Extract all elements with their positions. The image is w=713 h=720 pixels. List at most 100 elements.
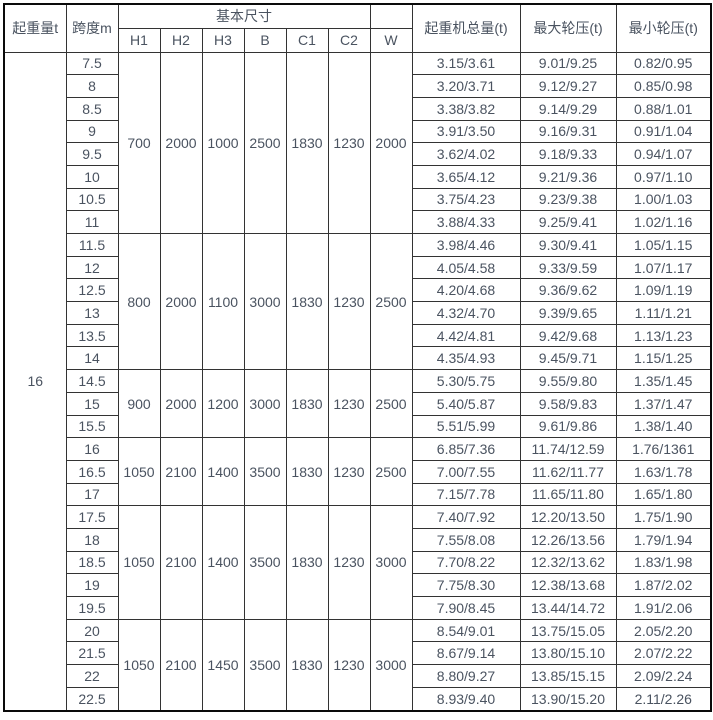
table-row: 13 4.32/4.70 9.39/9.65 1.11/1.21 (4, 301, 712, 325)
max-wheel-cell: 9.12/9.27 (519, 74, 617, 98)
table-row: 16 1050 2100 1400 3500 1830 1230 2500 6.85/7.36 1… (4, 437, 712, 507)
header-basic-dims: 基本尺寸 (117, 3, 371, 29)
table-row: 19 7.75/8.30 12.38/13.68 1.87/2.02 (4, 573, 712, 597)
dim-cell-h1: 900 (117, 369, 161, 439)
total-weight-cell: 3.20/3.71 (411, 74, 521, 98)
max-wheel-cell: 13.44/14.72 (519, 596, 617, 620)
dim-cell-w: 2000 (369, 51, 413, 234)
dim-cell-h2: 2000 (159, 51, 203, 234)
min-wheel-cell: 1.15/1.25 (615, 346, 712, 371)
max-wheel-cell: 13.90/15.20 (519, 686, 617, 712)
total-weight-cell: 4.20/4.68 (411, 278, 521, 303)
dim-cell-h1: 1050 (117, 505, 161, 620)
dim-cell-h2: 2100 (159, 505, 203, 620)
table-row: 12 4.05/4.58 9.33/9.59 1.07/1.17 (4, 255, 712, 280)
total-weight-cell: 4.32/4.70 (411, 301, 521, 325)
total-weight-cell: 7.70/8.22 (411, 550, 521, 575)
dim-cell-c2: 1230 (327, 618, 371, 712)
max-wheel-cell: 11.65/11.80 (519, 482, 617, 507)
min-wheel-cell: 0.97/1.10 (615, 164, 712, 189)
dim-cell-c2: 1230 (327, 51, 371, 234)
table-body: 16 7.5 700 2000 1000 2500 1830 1230 2000 3.15/3.6… (3, 51, 712, 712)
header-dim-w: W (369, 27, 413, 53)
dim-cell-h3: 1400 (201, 437, 245, 507)
header-span: 跨度m (65, 3, 119, 53)
max-wheel-cell: 9.01/9.25 (519, 51, 617, 76)
span-cell: 22.5 (65, 686, 119, 712)
span-cell: 16.5 (65, 459, 119, 484)
min-wheel-cell: 1.65/1.80 (615, 482, 712, 507)
span-cell: 18.5 (65, 550, 119, 575)
span-cell: 15.5 (65, 414, 119, 439)
header-capacity: 起重量t (3, 3, 67, 53)
dim-cell-w: 2500 (369, 369, 413, 439)
span-cell: 21.5 (65, 641, 119, 666)
dim-cell-b: 3000 (243, 369, 287, 439)
dim-cell-c1: 1830 (285, 51, 329, 234)
table-row: 9 3.91/3.50 9.16/9.31 0.91/1.04 (4, 119, 712, 144)
total-weight-cell: 7.15/7.78 (411, 482, 521, 507)
span-cell: 7.5 (65, 51, 119, 76)
min-wheel-cell: 1.11/1.21 (615, 301, 712, 325)
max-wheel-cell: 9.33/9.59 (519, 255, 617, 280)
min-wheel-cell: 1.75/1.90 (615, 505, 712, 529)
dim-cell-h2: 2100 (159, 618, 203, 712)
min-wheel-cell: 0.85/0.98 (615, 74, 712, 98)
capacity-cell: 16 (3, 51, 67, 712)
min-wheel-cell: 1.91/2.06 (615, 596, 712, 620)
dim-cell-h2: 2000 (159, 232, 203, 371)
dim-cell-w: 2500 (369, 232, 413, 371)
total-weight-cell: 3.65/4.12 (411, 164, 521, 189)
header-dim-c2: C2 (327, 27, 371, 53)
max-wheel-cell: 12.20/13.50 (519, 505, 617, 529)
total-weight-cell: 4.35/4.93 (411, 346, 521, 371)
dim-cell-b: 2500 (243, 51, 287, 234)
total-weight-cell: 7.75/8.30 (411, 573, 521, 597)
total-weight-cell: 8.80/9.27 (411, 664, 521, 688)
dim-cell-b: 3500 (243, 505, 287, 620)
max-wheel-cell: 9.45/9.71 (519, 346, 617, 371)
min-wheel-cell: 0.91/1.04 (615, 119, 712, 144)
dim-cell-b: 3500 (243, 437, 287, 507)
dim-cell-c1: 1830 (285, 437, 329, 507)
dim-cell-c1: 1830 (285, 618, 329, 712)
span-cell: 9.5 (65, 142, 119, 166)
total-weight-cell: 3.91/3.50 (411, 119, 521, 144)
span-cell: 13 (65, 301, 119, 325)
header-max-wheel: 最大轮压(t) (519, 3, 617, 53)
dim-cell-c2: 1230 (327, 232, 371, 371)
max-wheel-cell: 9.42/9.68 (519, 323, 617, 348)
span-cell: 12.5 (65, 278, 119, 303)
dim-cell-h3: 1100 (201, 232, 245, 371)
table-row: 16 7.5 700 2000 1000 2500 1830 1230 2000 3.15/3.6… (3, 51, 712, 712)
min-wheel-cell: 1.38/1.40 (615, 414, 712, 439)
span-cell: 18 (65, 527, 119, 552)
min-wheel-cell: 1.63/1.78 (615, 459, 712, 484)
max-wheel-cell: 9.25/9.41 (519, 210, 617, 234)
table-row: 15 5.40/5.87 9.58/9.83 1.37/1.47 (4, 391, 712, 416)
min-wheel-cell: 1.37/1.47 (615, 391, 712, 416)
max-wheel-cell: 12.38/13.68 (519, 573, 617, 597)
max-wheel-cell: 9.39/9.65 (519, 301, 617, 325)
total-weight-cell: 7.55/8.08 (411, 527, 521, 552)
min-wheel-cell: 1.87/2.02 (615, 573, 712, 597)
dim-cell-b: 3000 (243, 232, 287, 371)
header-dim-b: B (243, 27, 287, 53)
span-cell: 12 (65, 255, 119, 280)
max-wheel-cell: 11.74/12.59 (519, 437, 617, 461)
table-row: 11.5 800 2000 1100 3000 1830 1230 2500 3.98/4.46… (4, 232, 712, 371)
dim-cell-h1: 1050 (117, 618, 161, 712)
span-cell: 8.5 (65, 96, 119, 121)
min-wheel-cell: 2.05/2.20 (615, 618, 712, 643)
table-row: 17 7.15/7.78 11.65/11.80 1.65/1.80 (4, 482, 712, 507)
total-weight-cell: 3.62/4.02 (411, 142, 521, 166)
max-wheel-cell: 9.16/9.31 (519, 119, 617, 144)
min-wheel-cell: 0.88/1.01 (615, 96, 712, 121)
span-cell: 14 (65, 346, 119, 371)
dim-cell-c2: 1230 (327, 505, 371, 620)
span-cell: 15 (65, 391, 119, 416)
dim-cell-c1: 1830 (285, 505, 329, 620)
table-row: 11 3.88/4.33 9.25/9.41 1.02/1.16 (4, 210, 712, 234)
dim-cell-c1: 1830 (285, 369, 329, 439)
